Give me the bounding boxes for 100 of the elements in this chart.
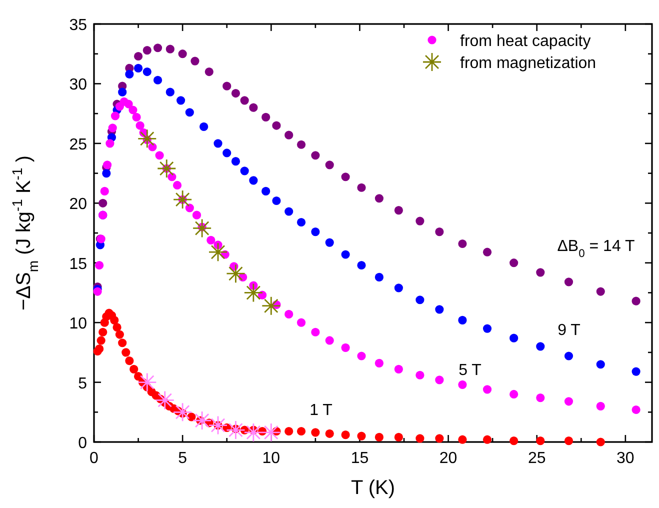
point [118,88,127,96]
x-tick-label: 0 [90,450,99,467]
point [272,196,281,206]
point [311,428,320,437]
point [125,356,134,366]
point [102,160,112,170]
x-tick-label: 5 [178,450,188,467]
point [596,438,605,446]
point [510,390,518,399]
point [192,410,212,430]
point [192,210,202,220]
point [482,435,492,444]
point [341,430,350,440]
point [222,148,232,158]
point [536,268,545,277]
y-tick-label: 5 [78,375,88,392]
point [284,310,294,319]
point [172,180,182,190]
point [458,239,467,248]
point [564,397,574,406]
y-tick-label: 35 [69,17,88,34]
point [341,250,350,259]
point [200,122,208,132]
point [166,44,174,54]
point [311,151,320,160]
point [98,198,108,208]
point [231,88,240,98]
point [93,287,102,296]
point [374,358,384,368]
point [632,296,640,306]
point [296,426,306,436]
point [95,344,104,354]
point [262,112,270,122]
x-tick-label: 25 [528,450,546,467]
point [100,186,109,196]
point [95,260,104,270]
point [261,422,281,442]
point [482,385,492,394]
point [106,139,114,148]
point [185,204,194,212]
point [244,422,264,442]
point [458,316,467,324]
point [108,124,117,132]
legend-label: from heat capacity [460,33,591,50]
point [435,376,444,384]
point [128,106,138,114]
point [284,207,294,216]
point [435,434,444,443]
point [374,432,384,442]
point [482,324,492,333]
point [357,183,366,192]
point [153,44,162,52]
point [208,416,228,435]
point [482,248,492,256]
point [142,46,152,55]
point [240,166,249,176]
point [357,352,366,360]
x-tick-label: 15 [350,450,369,467]
point [435,228,444,236]
point [435,305,444,314]
point [416,370,424,380]
point [296,218,306,227]
point [458,380,467,389]
point [311,228,320,236]
point [125,70,134,78]
y-tick-label: 0 [78,435,88,452]
point [96,336,106,345]
point [564,278,574,286]
point [115,330,124,339]
point [136,121,144,130]
point [231,157,240,166]
point [284,426,294,436]
y-tick-label: 30 [69,76,88,94]
x-tick-label: 20 [439,450,458,467]
y-tick-label: 10 [69,316,88,333]
point [178,50,187,58]
legend-label: from magnetization [460,55,596,72]
annotation: 9 T [558,322,581,339]
point [325,238,334,247]
point [325,429,334,438]
point [142,67,152,76]
point [510,258,518,268]
point [168,172,176,182]
point [172,402,192,422]
point [153,76,162,84]
point [172,190,192,210]
point [112,323,122,332]
point [244,283,264,302]
point [134,64,143,72]
point [262,186,270,196]
point [272,121,281,130]
point [206,236,216,244]
point [341,343,350,352]
y-tick-label: 15 [69,256,88,273]
point [416,296,424,304]
point [394,364,403,374]
point [325,160,334,170]
point [226,420,246,440]
point [222,82,232,90]
annotation: 1 T [310,402,333,419]
